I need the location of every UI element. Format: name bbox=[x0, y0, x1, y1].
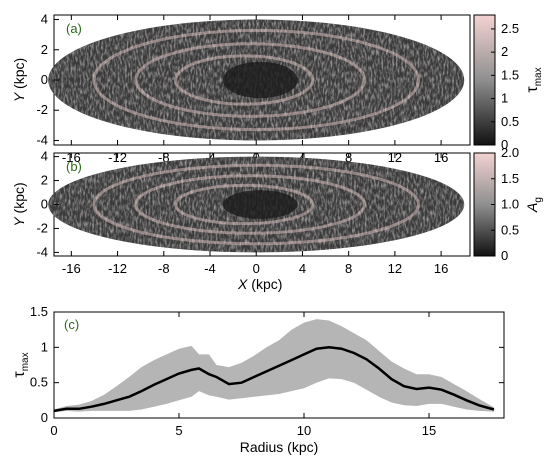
y-tick-label: 0.5 bbox=[30, 375, 48, 390]
y-tick-label: 4 bbox=[41, 149, 48, 164]
y-tick-label: -4 bbox=[36, 244, 48, 259]
panel-b-y-axis-label: Y (kpc) bbox=[11, 182, 27, 226]
x-tick-label: 12 bbox=[388, 261, 402, 276]
x-tick-label: -4 bbox=[204, 261, 216, 276]
colorbar-tick-label: 1 bbox=[501, 91, 508, 106]
panel-b-galaxy-map bbox=[48, 156, 465, 253]
x-tick-label: 10 bbox=[297, 423, 311, 438]
panel-a-colorbar: 2.5 2 1.5 1 0.5 0 τmax bbox=[473, 14, 544, 152]
panel-a-label: (a) bbox=[66, 21, 82, 36]
panel-b-x-ticks: -16 -12 -8 -4 0 4 8 12 16 bbox=[62, 153, 448, 276]
spiral-arm bbox=[174, 54, 315, 106]
x-tick-label: 16 bbox=[434, 261, 448, 276]
y-tick-label: -4 bbox=[36, 132, 48, 147]
colorbar-scale bbox=[473, 14, 496, 146]
panel-b-colorbar: 2.0 1.5 1.0 0.5 0 Ag bbox=[473, 145, 544, 263]
galaxy-core bbox=[222, 190, 298, 219]
panel-c-spread-band bbox=[54, 319, 494, 413]
spiral-arm bbox=[92, 28, 420, 132]
colorbar-label: Ag bbox=[524, 197, 544, 213]
colorbar-tick-label: 0 bbox=[501, 137, 508, 152]
x-tick-label: 0 bbox=[253, 261, 260, 276]
colorbar-tick-label: 0.5 bbox=[501, 222, 519, 237]
y-tick-label: 0 bbox=[41, 197, 48, 212]
spiral-arm bbox=[174, 183, 315, 226]
y-tick-label: 1 bbox=[41, 339, 48, 354]
panel-c-x-axis-label: Radius (kpc) bbox=[240, 439, 319, 455]
y-tick-label: -2 bbox=[36, 102, 48, 117]
panel-c-mean-line bbox=[53, 346, 495, 413]
y-tick-label: 0 bbox=[41, 72, 48, 87]
y-tick-label: 2 bbox=[41, 173, 48, 188]
x-tick-label: -12 bbox=[108, 261, 127, 276]
x-tick-label: -8 bbox=[158, 261, 170, 276]
panel-b-x-axis-label: X (kpc) bbox=[237, 276, 282, 292]
x-tick-label: 4 bbox=[299, 261, 306, 276]
colorbar-tick-label: 0 bbox=[501, 248, 508, 263]
panel-c-x-ticks: 0 5 10 15 bbox=[50, 312, 436, 438]
panel-b-map: (b) -16 -12 -8 -4 0 4 8 12 16 4 2 0 -2 -4 Y (kpc) X … bbox=[11, 145, 544, 292]
panel-a-galaxy-map bbox=[48, 19, 465, 141]
y-tick-label: 1.5 bbox=[30, 304, 48, 319]
colorbar-tick-label: 1.0 bbox=[501, 197, 519, 212]
galaxy-core bbox=[222, 61, 298, 99]
panel-b-label: (b) bbox=[66, 159, 82, 174]
x-tick-label: 0 bbox=[50, 423, 57, 438]
x-tick-label: -16 bbox=[62, 261, 81, 276]
colorbar-tick-label: 2.0 bbox=[501, 145, 519, 160]
spiral-arm bbox=[134, 174, 367, 235]
y-tick-label: 0 bbox=[41, 410, 48, 425]
panel-c-frame bbox=[53, 311, 505, 419]
panel-c-profile: (c) 0 5 10 15 1.5 1 0.5 0 τmax Radius (kpc) bbox=[11, 304, 505, 455]
panel-c-label: (c) bbox=[64, 317, 79, 332]
spiral-arm bbox=[134, 42, 367, 118]
colorbar-tick-label: 2.5 bbox=[501, 21, 519, 36]
colorbar-label: τmax bbox=[524, 67, 544, 92]
y-tick-label: -2 bbox=[36, 220, 48, 235]
panel-c-y-ticks: 1.5 1 0.5 0 bbox=[30, 304, 504, 425]
panel-a-y-axis-label: Y (kpc) bbox=[11, 58, 27, 102]
colorbar-tick-label: 1.5 bbox=[501, 67, 519, 82]
x-tick-label: 5 bbox=[175, 423, 182, 438]
spiral-arm bbox=[92, 163, 420, 246]
panel-c-y-axis-label: τmax bbox=[11, 352, 31, 377]
panel-a-y-ticks: 4 2 0 -2 -4 bbox=[36, 12, 59, 147]
x-tick-label: 15 bbox=[422, 423, 436, 438]
colorbar-tick-label: 0.5 bbox=[501, 114, 519, 129]
colorbar-tick-label: 2 bbox=[501, 44, 508, 59]
y-tick-label: 2 bbox=[41, 42, 48, 57]
panel-b-y-ticks: 4 2 0 -2 -4 bbox=[36, 149, 59, 259]
y-tick-label: 4 bbox=[41, 12, 48, 27]
x-tick-label: 8 bbox=[345, 261, 352, 276]
colorbar-tick-label: 1.5 bbox=[501, 171, 519, 186]
